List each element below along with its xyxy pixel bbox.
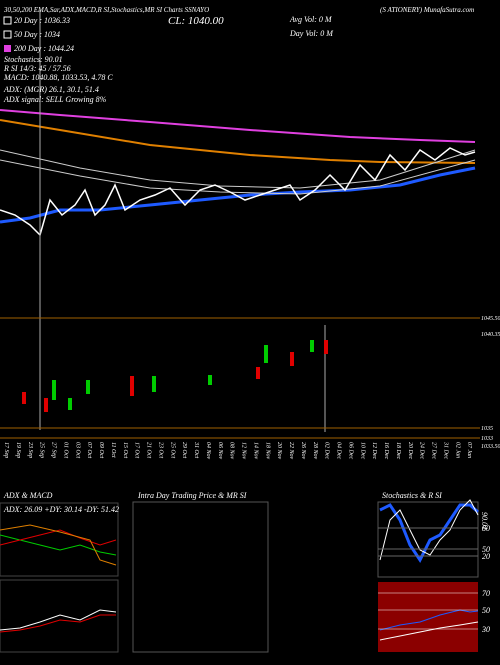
candles [22,340,328,412]
date-label: 22 Nov [288,442,294,460]
date-label: 31 Dec [442,441,448,459]
date-label: 06 Dec [347,442,353,459]
date-label: 25 Oct [169,442,175,458]
date-label: 15 Oct [122,442,128,458]
price-line [0,147,476,237]
rsi-line [379,609,479,631]
stoch-label: 20 [482,552,490,561]
macd-line [0,609,117,631]
date-label: 12 Nov [241,442,247,460]
date-label: 06 Nov [217,442,223,460]
ema50: 50 Day : 1034 [14,30,60,39]
date-label: 03 Oct [74,442,80,458]
day-vol: Day Vol: 0 M [289,29,334,38]
rsi-label: 30 [481,625,490,634]
ema50-line [0,119,476,164]
date-label: 25 Sep [39,442,45,458]
band-line [0,149,476,189]
stoch-label: 80 [482,524,490,533]
price-label: 1040.35 [481,331,500,338]
stoch-d [379,499,479,561]
date-label: 02 Jan [454,442,460,458]
date-label: 04 Nov [205,442,212,460]
stoch-title: Stochastics & R SI [382,491,442,500]
date-label: 23 Oct [157,442,163,458]
date-label: 07 Oct [86,442,92,458]
date-label: 24 Dec [419,442,426,459]
date-label: 29 Oct [181,442,187,458]
date-label: 04 Dec [336,442,343,459]
signal-line [0,614,116,633]
stochastics: Stochastics: 90.01 [4,55,63,64]
rsi-labels: 70 50 30 [378,589,490,634]
adx: ADX: (MGR) 26.1, 30.1, 51.4 [3,85,99,94]
header-left: 30,50,200 EMA,Sar,ADX,MACD,R SI,Stochast… [3,6,209,14]
ema200-line [0,109,476,143]
date-label: 17 Sep [3,442,9,458]
price-label: 1033 [481,436,493,442]
date-label: 28 Nov [312,442,318,460]
ema20-line [0,166,476,224]
legend-swatch [3,30,12,39]
date-label: 16 Dec [383,442,389,459]
date-label: 10 Dec [359,442,365,459]
date-label: 18 Dec [395,442,401,459]
adx-line [0,524,117,566]
stoch-k [379,503,479,563]
date-label: 08 Nov [229,442,235,460]
adx-values: ADX: 26.09 +DY: 30.14 -DY: 51.42 [3,505,119,514]
date-label: 31 Oct [193,441,199,458]
date-label: 11 Oct [110,442,116,458]
legend-swatch [4,45,11,52]
ema20: 20 Day : 1036.33 [14,16,70,25]
date-labels: 17 Sep 19 Sep 23 Sep 25 Sep 27 Sep 01 Oct 03 O… [3,441,472,460]
date-label: 19 Sep [15,442,21,458]
date-label: 02 Dec [324,442,330,459]
avg-vol: Avg Vol: 0 M [289,15,333,24]
band-line [0,159,476,195]
date-label: 20 Dec [407,442,413,459]
intraday-panel [132,501,269,653]
price-labels: 1045.50 1040.35 1035 1033 1033.50 [481,315,500,450]
stoch-label: 50 [482,545,490,554]
legend-swatch [3,16,12,25]
date-label: 21 Oct [146,442,152,458]
ema200: 200 Day : 1044.24 [14,44,74,53]
rsi-label: 70 [482,589,490,598]
date-label: 12 Dec [371,442,377,459]
date-label: 18 Nov [264,442,270,460]
date-label: 27 Dec [431,442,437,459]
rsi-label: 50 [482,606,490,615]
rsi: R SI 14/3: 45 / 57.56 [3,64,71,73]
date-label: 27 Sep [51,442,57,458]
price-label: 1035 [481,426,493,432]
price-label: 1045.50 [481,315,500,322]
date-label: 01 Oct [62,442,68,458]
date-label: 26 Nov [300,442,306,460]
close: CL: 1040.00 [168,15,224,27]
date-label: 09 Oct [98,442,104,458]
date-label: 17 Oct [134,442,140,458]
macd: MACD: 1040.88, 1033.53, 4.78 C [3,73,113,82]
price-label: 1033.50 [481,444,500,450]
stoch-value: 90.01 [480,512,489,530]
date-label: 23 Sep [27,442,33,458]
date-label: 07 Jan [466,442,472,458]
minus-di [0,529,117,546]
mrsi-line [379,621,479,641]
adx-signal: ADX signal: SELL Growing 8% [3,95,107,104]
stoch-panel [377,501,479,578]
intraday-title: Intra Day Trading Price & MR SI [137,491,247,500]
adx-title: ADX & MACD [3,491,53,500]
date-label: 20 Nov [276,442,282,460]
macd-panel [0,579,119,653]
rsi-panel [378,582,478,652]
header-right: (S ATIONERY) MunafaSutra.com [380,6,474,14]
date-label: 14 Nov [252,442,259,460]
